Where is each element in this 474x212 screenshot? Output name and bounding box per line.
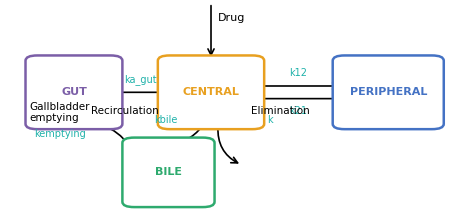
Text: k12: k12 bbox=[290, 68, 308, 78]
Text: k: k bbox=[267, 116, 273, 126]
Text: BILE: BILE bbox=[155, 167, 182, 177]
Text: kemptying: kemptying bbox=[34, 130, 85, 139]
Text: Recirculation: Recirculation bbox=[91, 106, 159, 116]
FancyBboxPatch shape bbox=[26, 56, 122, 129]
Text: ka_gut: ka_gut bbox=[124, 74, 156, 85]
Text: Elimination: Elimination bbox=[251, 106, 310, 116]
Text: kbile: kbile bbox=[155, 116, 178, 126]
Text: Gallbladder
emptying: Gallbladder emptying bbox=[29, 102, 90, 123]
FancyBboxPatch shape bbox=[158, 56, 264, 129]
Text: Drug: Drug bbox=[218, 13, 246, 22]
Text: k21: k21 bbox=[290, 106, 308, 116]
FancyBboxPatch shape bbox=[333, 56, 444, 129]
Text: GUT: GUT bbox=[61, 87, 87, 97]
Text: CENTRAL: CENTRAL bbox=[182, 87, 239, 97]
Text: PERIPHERAL: PERIPHERAL bbox=[349, 87, 427, 97]
FancyBboxPatch shape bbox=[122, 138, 215, 207]
